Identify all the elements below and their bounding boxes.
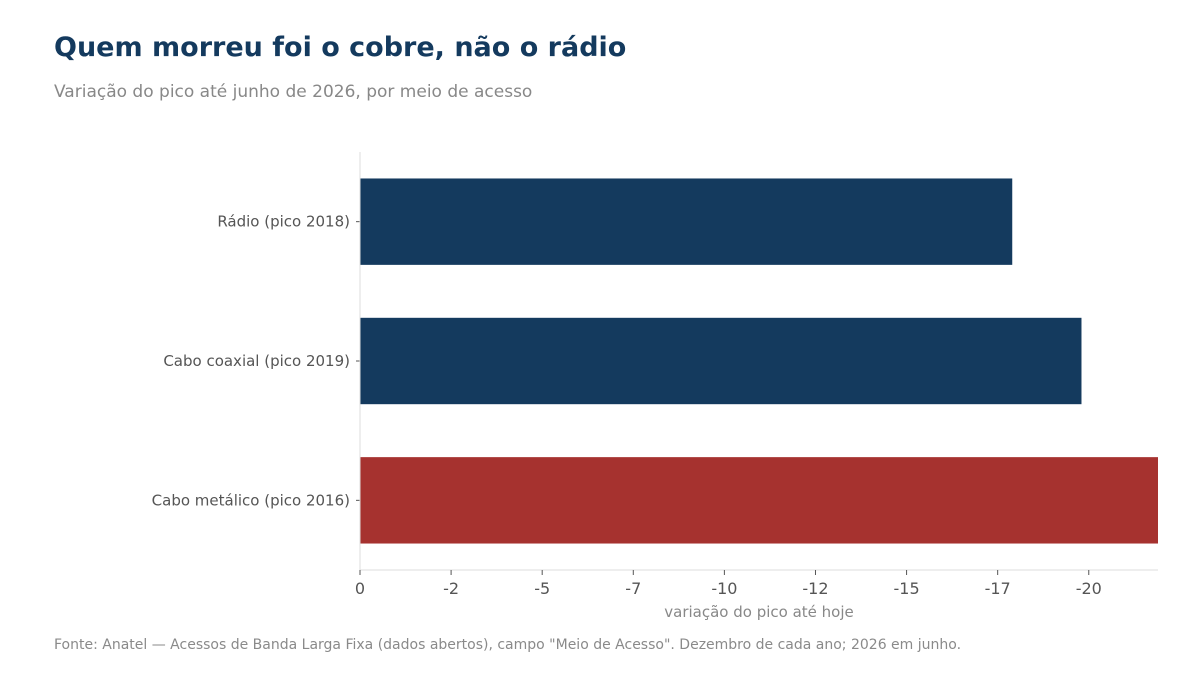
axes-group: Rádio (pico 2018) Cabo coaxial (pico 2019…	[152, 152, 1158, 598]
x-tick-label: -17	[985, 579, 1011, 598]
x-tick-label: -20	[1076, 579, 1102, 598]
bar-1	[360, 317, 1082, 405]
category-label: Cabo coaxial (pico 2019)	[163, 352, 350, 370]
x-tick-label: -7	[625, 579, 641, 598]
x-tick-label: -2	[443, 579, 459, 598]
source-note: Fonte: Anatel — Acessos de Banda Larga F…	[54, 637, 962, 653]
x-tick-label: 0	[355, 579, 365, 598]
x-tick-label: -15	[894, 579, 920, 598]
bar-2	[360, 457, 1158, 544]
bars-group	[360, 178, 1158, 544]
category-label: Cabo metálico (pico 2016)	[152, 491, 350, 509]
chart-title: Quem morreu foi o cobre, não o rádio	[54, 32, 627, 63]
chart-subtitle: Variação do pico até junho de 2026, por …	[54, 82, 533, 102]
bar-0	[360, 178, 1013, 265]
x-tick-label: -5	[534, 579, 550, 598]
x-tick-label: -12	[802, 579, 828, 598]
category-label: Rádio (pico 2018)	[217, 213, 350, 231]
x-axis-title: variação do pico até hoje	[664, 603, 853, 621]
x-tick-label: -10	[711, 579, 737, 598]
